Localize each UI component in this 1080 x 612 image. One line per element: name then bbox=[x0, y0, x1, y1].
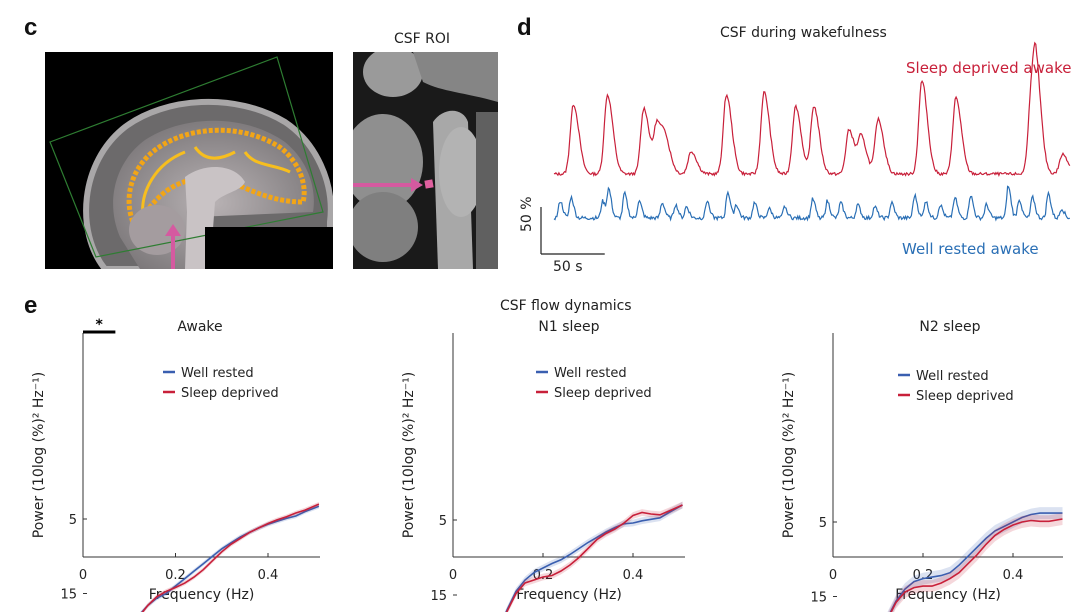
scale-bar-time-label: 50 s bbox=[553, 259, 583, 275]
series-line-well-rested bbox=[889, 512, 1063, 612]
error-band-sleep-deprived bbox=[140, 501, 319, 612]
panel-d-title: CSF during wakefulness bbox=[720, 25, 887, 41]
csf-roi-image bbox=[353, 52, 498, 269]
y-tick-label: 15 bbox=[60, 588, 77, 603]
psd-chart-1: 00.20.451525AwakeFrequency (Hz)Power (10… bbox=[31, 317, 320, 612]
significance-asterisk: * bbox=[96, 317, 104, 333]
series-line-sleep-deprived bbox=[890, 518, 1063, 612]
csf-roi-marker bbox=[424, 179, 434, 189]
panel-e-title: CSF flow dynamics bbox=[500, 298, 632, 314]
y-tick-label: 15 bbox=[430, 589, 447, 604]
y-tick-label: 5 bbox=[439, 514, 447, 529]
x-tick-label: 0 bbox=[449, 568, 457, 583]
roi-arrow-head bbox=[411, 178, 423, 192]
error-band-well-rested bbox=[139, 504, 319, 612]
sagittal-mri-drawing bbox=[49, 56, 333, 269]
panel-letter-d: d bbox=[517, 14, 532, 41]
x-tick-label: 0.4 bbox=[258, 568, 279, 583]
x-tick-label: 0.2 bbox=[165, 568, 186, 583]
brainstem bbox=[185, 166, 245, 269]
csf-arrow-head bbox=[165, 224, 181, 236]
x-tick-label: 0.4 bbox=[623, 568, 644, 583]
y-axis-label: Power (10log (%)² Hz⁻¹) bbox=[781, 372, 797, 538]
cortex-segmentation bbox=[126, 127, 307, 232]
sleep-deprived-trace-label: Sleep deprived awake bbox=[906, 59, 1072, 77]
y-tick-label: 15 bbox=[810, 591, 827, 606]
series-line-well-rested bbox=[140, 505, 320, 612]
error-band-well-rested bbox=[887, 507, 1063, 612]
x-axis-label: Frequency (Hz) bbox=[895, 587, 1001, 603]
sagittal-mri-image bbox=[45, 52, 333, 269]
legend-label: Well rested bbox=[916, 369, 989, 384]
well-rested-trace-label: Well rested awake bbox=[902, 240, 1039, 258]
chart-title: Awake bbox=[177, 319, 222, 335]
chart-title: N1 sleep bbox=[538, 319, 599, 335]
x-tick-label: 0.4 bbox=[1003, 568, 1024, 583]
x-axis-label: Frequency (Hz) bbox=[149, 587, 255, 603]
x-tick-label: 0 bbox=[79, 568, 87, 583]
panel-letter-e: e bbox=[24, 292, 38, 319]
series-line-well-rested bbox=[505, 504, 683, 612]
csf-traces bbox=[540, 41, 1071, 255]
csf-roi-title: CSF ROI bbox=[394, 31, 451, 47]
y-axis-label: Power (10log (%)² Hz⁻¹) bbox=[31, 372, 47, 538]
slice-box-outline bbox=[49, 56, 324, 258]
legend-label: Well rested bbox=[554, 366, 627, 381]
y-axis-label: Power (10log (%)² Hz⁻¹) bbox=[401, 372, 417, 538]
y-tick-label: 5 bbox=[819, 516, 827, 531]
legend-label: Sleep deprived bbox=[554, 386, 652, 401]
csf-roi-drawing bbox=[353, 52, 498, 269]
x-tick-label: 0.2 bbox=[913, 568, 934, 583]
series-line-sleep-deprived bbox=[505, 504, 683, 612]
x-axis-label: Frequency (Hz) bbox=[516, 587, 622, 603]
well-rested-trace bbox=[553, 185, 1071, 222]
chart-title: N2 sleep bbox=[919, 319, 980, 335]
y-tick-label: 5 bbox=[69, 513, 77, 528]
series-line-sleep-deprived bbox=[141, 503, 320, 612]
x-tick-label: 0 bbox=[829, 568, 837, 583]
legend-label: Well rested bbox=[181, 366, 254, 381]
legend-label: Sleep deprived bbox=[181, 386, 279, 401]
legend-label: Sleep deprived bbox=[916, 389, 1014, 404]
sleep-deprived-trace bbox=[553, 41, 1071, 178]
panel-letter-c: c bbox=[24, 14, 38, 41]
error-band-sleep-deprived bbox=[888, 513, 1063, 612]
